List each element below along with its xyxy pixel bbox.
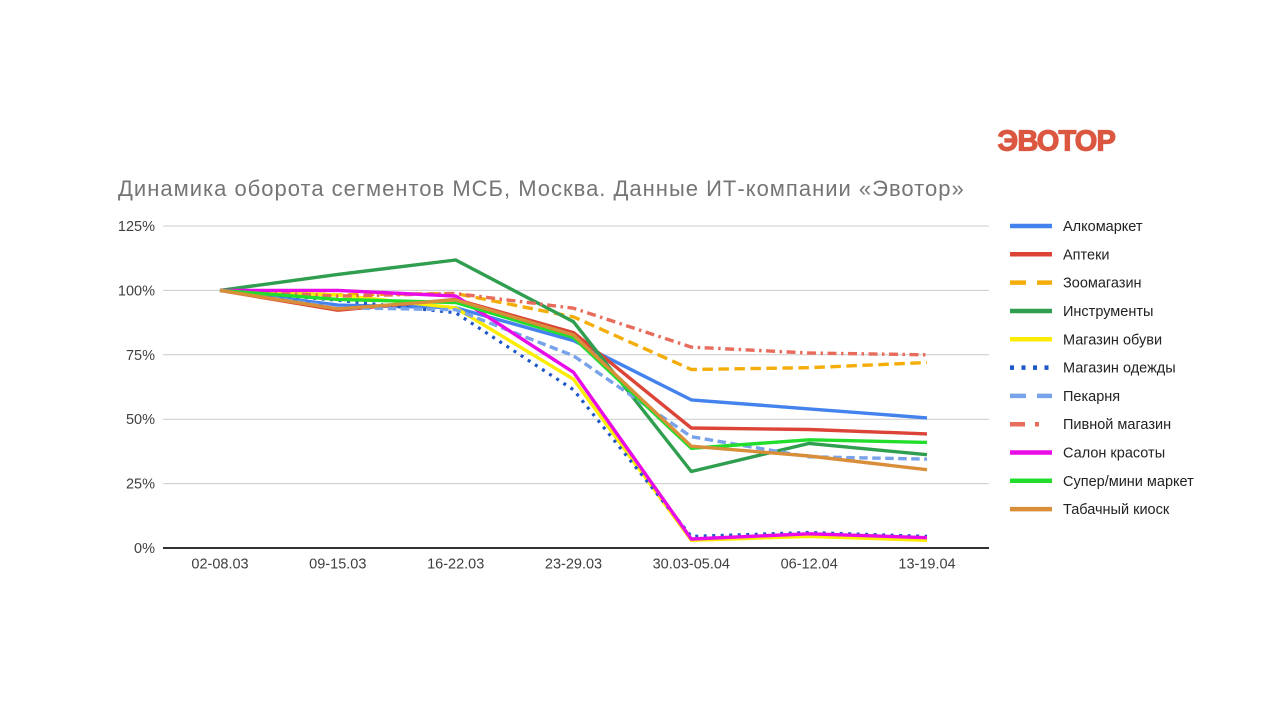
svg-text:30.03-05.04: 30.03-05.04	[653, 557, 730, 573]
svg-text:50%: 50%	[126, 412, 155, 428]
svg-text:Пивной магазин: Пивной магазин	[1063, 417, 1171, 433]
svg-text:Магазин одежды: Магазин одежды	[1063, 361, 1176, 377]
svg-text:Супер/мини маркет: Супер/мини маркет	[1063, 474, 1194, 490]
svg-text:23-29.03: 23-29.03	[545, 557, 602, 573]
svg-text:Аптеки: Аптеки	[1063, 247, 1110, 263]
svg-text:75%: 75%	[126, 348, 155, 364]
svg-text:Инструменты: Инструменты	[1063, 304, 1153, 320]
svg-text:02-08.03: 02-08.03	[191, 557, 248, 573]
svg-text:06-12.04: 06-12.04	[781, 557, 838, 573]
svg-text:Алкомаркет: Алкомаркет	[1063, 219, 1143, 235]
svg-text:13-19.04: 13-19.04	[898, 557, 955, 573]
svg-text:09-15.03: 09-15.03	[309, 557, 366, 573]
svg-text:25%: 25%	[126, 477, 155, 493]
svg-text:125%: 125%	[118, 219, 155, 235]
svg-text:Динамика оборота сегментов МСБ: Динамика оборота сегментов МСБ, Москва. …	[118, 176, 965, 201]
svg-text:Пекарня: Пекарня	[1063, 389, 1120, 405]
svg-text:Зоомагазин: Зоомагазин	[1063, 276, 1142, 292]
svg-text:ЭВОТОР: ЭВОТОР	[998, 126, 1116, 158]
svg-text:Магазин обуви: Магазин обуви	[1063, 332, 1162, 348]
svg-text:Салон красоты: Салон красоты	[1063, 446, 1165, 462]
svg-text:100%: 100%	[118, 283, 155, 299]
svg-text:Табачный киоск: Табачный киоск	[1063, 502, 1170, 518]
svg-text:16-22.03: 16-22.03	[427, 557, 484, 573]
svg-text:0%: 0%	[134, 541, 155, 557]
